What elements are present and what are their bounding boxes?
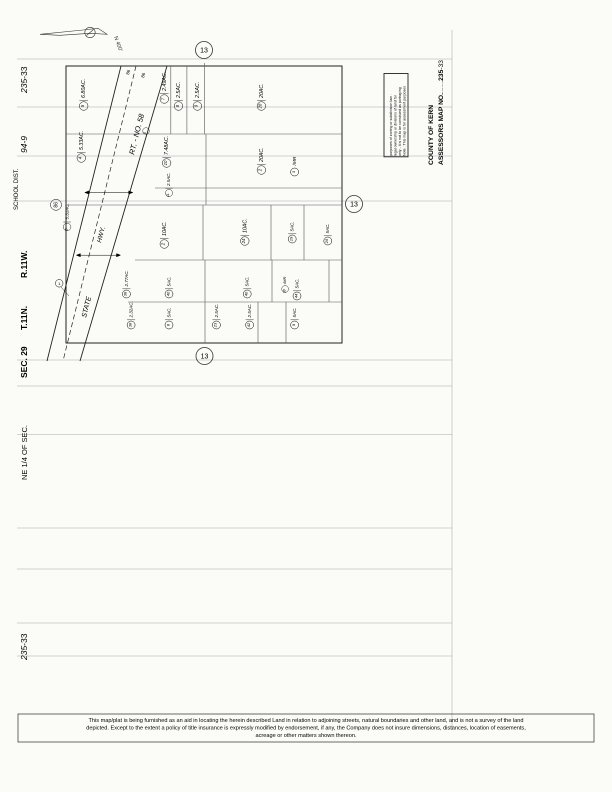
svg-text:86: 86 [140, 72, 146, 79]
svg-text:2.49AC.: 2.49AC. [162, 72, 168, 92]
svg-text:10AC.: 10AC. [162, 221, 168, 236]
svg-text:depicted. Except to the extent: depicted. Except to the extent a policy … [86, 726, 526, 732]
svg-text:1: 1 [58, 281, 61, 286]
svg-text:/MR: /MR [292, 156, 298, 166]
svg-text:2.5AC.: 2.5AC. [166, 173, 171, 187]
svg-text:9: 9 [291, 323, 296, 326]
svg-text:235-33: 235-33 [19, 633, 29, 661]
svg-text:T.11N.: T.11N. [19, 306, 29, 330]
svg-text:5AC.: 5AC. [325, 223, 330, 233]
svg-text:38: 38 [127, 322, 132, 327]
svg-text:28: 28 [258, 103, 263, 109]
svg-text:2.5AC.: 2.5AC. [214, 304, 219, 319]
svg-text:24: 24 [241, 238, 246, 244]
svg-text:ASSESSORS MAP NO..........235-: ASSESSORS MAP NO..........235-33 [438, 60, 445, 165]
svg-text:86: 86 [54, 202, 60, 208]
svg-text:86: 86 [125, 69, 131, 76]
svg-text:20AC.: 20AC. [259, 147, 265, 163]
svg-text:COUNTY OF KERN: COUNTY OF KERN [428, 105, 435, 165]
svg-text:5.33AC.: 5.33AC. [79, 131, 85, 150]
svg-text:2.77AC.: 2.77AC. [124, 270, 129, 287]
svg-text:39: 39 [282, 289, 286, 293]
svg-text:20AC.: 20AC. [259, 83, 265, 99]
svg-text:Note : This map is for assessm: Note : This map is for assessment purpos… [403, 86, 407, 156]
svg-text:5AC.: 5AC. [245, 276, 250, 286]
svg-text:9: 9 [194, 104, 199, 107]
svg-text:2: 2 [258, 168, 263, 172]
svg-text:/MR: /MR [282, 277, 287, 285]
svg-text:5AC.: 5AC. [166, 307, 171, 317]
svg-text:13: 13 [350, 202, 358, 209]
svg-text:2.5AC.: 2.5AC. [195, 82, 201, 99]
svg-text:94-9: 94-9 [19, 136, 29, 153]
svg-text:NE 1/4 OF SEC.: NE 1/4 OF SEC. [20, 425, 29, 480]
svg-text:6.80AC.: 6.80AC. [81, 79, 87, 98]
svg-text:2: 2 [161, 242, 166, 246]
svg-text:5.31AC.: 5.31AC. [64, 203, 69, 219]
svg-text:10AC.: 10AC. [242, 218, 248, 233]
svg-text:HWY.: HWY. [96, 226, 107, 244]
svg-text:purposes of zoning or subdivis: purposes of zoning or subdivision law . [389, 94, 393, 156]
svg-text:8: 8 [175, 104, 180, 107]
svg-text:4: 4 [78, 156, 83, 159]
svg-text:44: 44 [293, 293, 298, 298]
svg-text:5: 5 [80, 104, 85, 107]
svg-text:42: 42 [246, 322, 251, 327]
svg-text:235-33: 235-33 [19, 66, 29, 94]
svg-text:2.32AC.: 2.32AC. [129, 301, 134, 318]
svg-text:3: 3 [291, 170, 296, 173]
svg-text:2.5AC.: 2.5AC. [176, 82, 182, 99]
svg-text:38: 38 [123, 291, 128, 296]
svg-text:N 400': N 400' [112, 36, 123, 53]
svg-text:5AC.: 5AC. [292, 307, 297, 317]
svg-text:legal ownership or divisions o: legal ownership or divisions of land for [394, 94, 398, 156]
svg-text:R.11W.: R.11W. [19, 251, 29, 278]
svg-text:8: 8 [165, 323, 170, 326]
svg-text:19: 19 [289, 236, 294, 241]
svg-text:26: 26 [324, 238, 329, 244]
svg-text:5AC.: 5AC. [166, 276, 171, 286]
svg-text:13: 13 [201, 354, 209, 361]
svg-text:7: 7 [161, 97, 166, 100]
svg-text:40: 40 [165, 291, 170, 296]
svg-text:STATE: STATE [81, 296, 93, 319]
svg-text:10: 10 [163, 160, 168, 165]
svg-text:SCHOOL DIST.: SCHOOL DIST. [14, 168, 20, 210]
svg-text:5AC.: 5AC. [294, 278, 299, 288]
svg-text:6: 6 [143, 132, 147, 134]
svg-text:SEC. 29: SEC. 29 [19, 346, 29, 378]
svg-text:13: 13 [200, 48, 208, 55]
svg-text:5AC.: 5AC. [290, 221, 295, 231]
svg-text:This map/plat is being furnish: This map/plat is being furnished as an a… [88, 718, 523, 724]
svg-text:only - it is not to be constru: only - it is not to be construed as port… [398, 87, 402, 156]
svg-text:40: 40 [244, 291, 249, 296]
svg-text:23: 23 [213, 322, 218, 328]
svg-text:2.5AC.: 2.5AC. [247, 304, 252, 319]
svg-text:7.48AC.: 7.48AC. [164, 136, 170, 155]
svg-text:11: 11 [166, 193, 170, 197]
svg-text:acreage or other matters shown: acreage or other matters shown thereon. [255, 733, 356, 739]
